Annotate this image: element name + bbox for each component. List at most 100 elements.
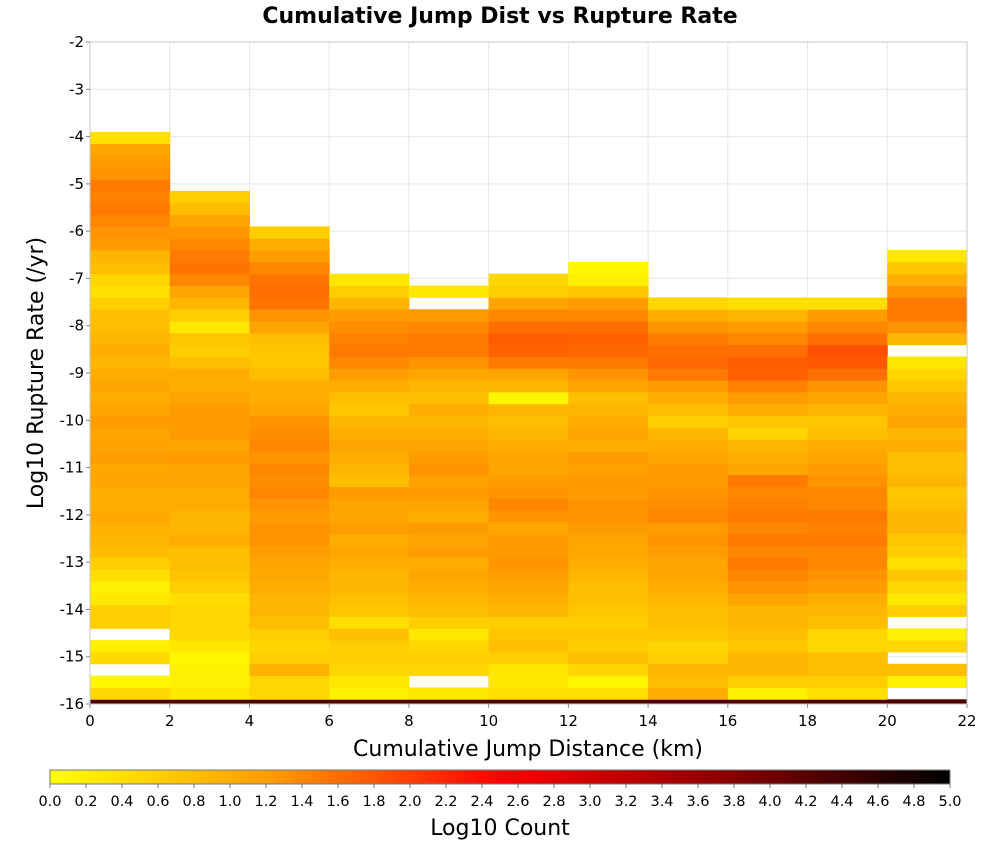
heatmap-cell (329, 462, 410, 476)
heatmap-cell (568, 439, 649, 452)
heatmap-cell (648, 415, 729, 428)
heatmap-cell (488, 486, 569, 499)
heatmap-cell (568, 356, 649, 369)
heatmap-cell (408, 640, 490, 653)
heatmap-cell (329, 675, 410, 688)
heatmap-cell (648, 486, 729, 499)
heatmap-cell (807, 439, 888, 452)
heatmap-cell (249, 474, 330, 487)
heatmap-cell (169, 320, 250, 334)
heatmap-cell (329, 332, 410, 346)
heatmap-cell (568, 332, 649, 346)
heatmap-cell (568, 415, 649, 428)
x-axis-ticks: 0 2 4 6 8 10 12 14 16 18 20 22 (85, 704, 977, 730)
heatmap-cell (648, 592, 729, 606)
y-axis-label: Log10 Rupture Rate (/yr) (24, 237, 49, 509)
heatmap-cell (807, 498, 888, 511)
heatmap-cell (727, 297, 809, 310)
heatmap-cell (807, 474, 888, 487)
heatmap-cell (648, 651, 729, 665)
heatmap-cell (329, 356, 410, 369)
x-tick-label: 14 (639, 712, 658, 730)
heatmap-cell (90, 474, 171, 487)
heatmap-cell (249, 581, 330, 594)
colorbar-tick-label: 2.6 (506, 794, 529, 810)
heatmap-cell (329, 569, 410, 582)
heatmap-cell (488, 699, 569, 705)
heatmap-cell (648, 569, 729, 582)
heatmap-cell (90, 297, 171, 310)
heatmap-cell (90, 403, 171, 417)
heatmap-cell (249, 344, 330, 357)
heatmap-cell (488, 604, 569, 618)
heatmap-cell (568, 663, 649, 677)
heatmap-cell (169, 356, 250, 369)
heatmap-cell (169, 581, 250, 594)
heatmap-cell (169, 604, 250, 618)
heatmap-cell (727, 486, 809, 499)
heatmap-cell (568, 391, 649, 405)
heatmap-cell (648, 675, 729, 688)
x-tick-label: 4 (245, 712, 255, 730)
heatmap-cell (408, 344, 490, 357)
heatmap-cell (329, 651, 410, 665)
heatmap-cell (249, 250, 330, 263)
heatmap-cell (169, 309, 250, 322)
heatmap-cell (169, 368, 250, 381)
heatmap-cell (488, 297, 569, 310)
heatmap-cell (887, 356, 968, 369)
heatmap-cell (408, 498, 490, 511)
heatmap-cell (727, 309, 809, 322)
heatmap-cell (887, 439, 968, 452)
heatmap-cell (90, 391, 171, 405)
colorbar-label: Log10 Count (430, 816, 570, 841)
heatmap-cell (90, 202, 171, 216)
heatmap-cell (90, 427, 171, 440)
heatmap-cell (568, 640, 649, 653)
heatmap-cell (648, 510, 729, 523)
colorbar-tick-label: 3.6 (686, 794, 709, 810)
colorbar-tick-label: 1.8 (362, 794, 385, 810)
heatmap-cell (90, 592, 171, 606)
heatmap-cell (568, 557, 649, 570)
y-tick-label: -12 (60, 506, 85, 524)
heatmap-cell (408, 521, 490, 535)
heatmap-cell (488, 273, 569, 287)
heatmap-cell (90, 190, 171, 204)
heatmap-cell (568, 616, 649, 629)
heatmap-cell (249, 699, 330, 705)
colorbar-tick-label: 1.6 (326, 794, 349, 810)
heatmap-cell (249, 498, 330, 511)
heatmap-cell (90, 356, 171, 369)
colorbar-tick-label: 1.2 (254, 794, 277, 810)
heatmap-cell (568, 498, 649, 511)
heatmap-cell (408, 569, 490, 582)
heatmap-cell (887, 451, 968, 464)
heatmap-cell (169, 332, 250, 346)
heatmap-cell (249, 261, 330, 275)
heatmap-cell (807, 403, 888, 417)
heatmap-cell (887, 427, 968, 440)
heatmap-cell (727, 545, 809, 558)
heatmap-cell (807, 486, 888, 499)
heatmap-cell (488, 581, 569, 594)
heatmap-cell (329, 640, 410, 653)
heatmap-cell (408, 415, 490, 428)
heatmap-cell (568, 581, 649, 594)
heatmap-cell (408, 557, 490, 570)
x-tick-label: 20 (878, 712, 897, 730)
heatmap-cell (329, 521, 410, 535)
y-tick-label: -16 (60, 695, 85, 713)
heatmap-cell (408, 427, 490, 440)
heatmap-cell (249, 297, 330, 310)
heatmap-cell (807, 651, 888, 665)
heatmap-cell (727, 320, 809, 334)
colorbar-tick-label: 4.4 (830, 794, 853, 810)
heatmap-cell (90, 285, 171, 298)
heatmap-cell (408, 486, 490, 499)
heatmap-cell (408, 592, 490, 606)
heatmap-cell (169, 250, 250, 263)
heatmap-cell (727, 380, 809, 393)
heatmap-cell (727, 687, 809, 700)
heatmap-cell (90, 320, 171, 334)
